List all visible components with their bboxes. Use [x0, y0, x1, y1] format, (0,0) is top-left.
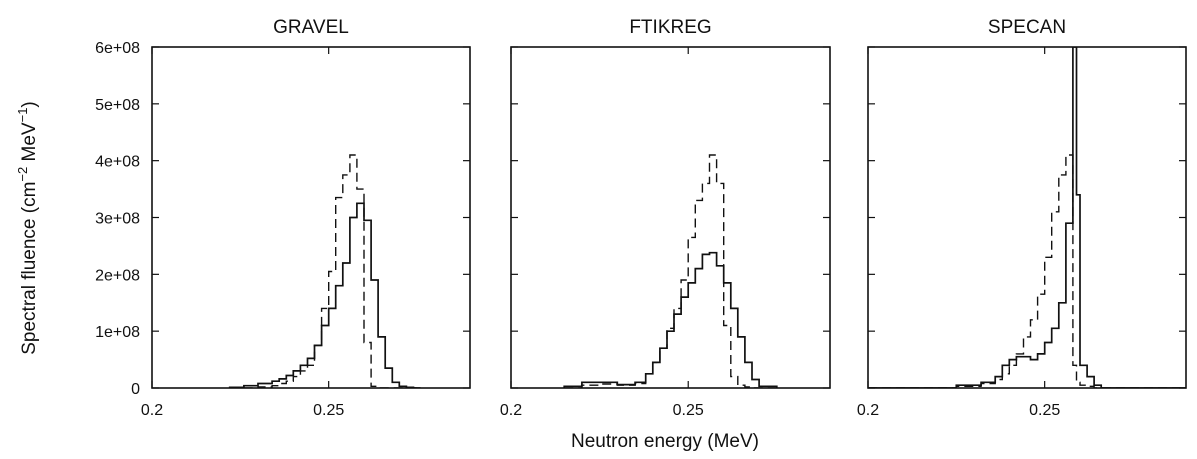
y-axis-label: Spectral fluence (cm−2 MeV−1): [15, 101, 40, 355]
x-tick-label: 0.25: [313, 402, 344, 419]
y-axis-label-part: Spectral fluence (cm: [19, 182, 40, 355]
y-tick-label: 5e+08: [95, 97, 140, 114]
panel-gravel: GRAVEL 0.2 0.25 0 1e+08 2e+08 3e+08 4e+08 5e+08 6…: [95, 17, 471, 419]
histogram-dashed: [868, 154, 1186, 388]
histogram-solid: [563, 251, 778, 388]
x-tick-label: 0.25: [1029, 402, 1060, 419]
panel-title: GRAVEL: [273, 17, 349, 38]
panels: GRAVEL 0.2 0.25 0 1e+08 2e+08 3e+08 4e+08 5e+08 6…: [95, 17, 1187, 419]
panel-title: FTIKREG: [629, 17, 711, 38]
y-tick-label: 4e+08: [95, 154, 140, 171]
y-tick-label: 0: [131, 381, 140, 398]
y-tick-label: 1e+08: [95, 324, 140, 341]
plot-frame: [510, 46, 831, 389]
x-tick-label: 0.2: [500, 402, 522, 419]
y-tick-label: 6e+08: [95, 40, 140, 57]
y-axis-label-part: ): [19, 101, 40, 107]
y-axis-label-exponent: −2: [15, 167, 30, 182]
x-tick-label: 0.2: [857, 402, 879, 419]
y-axis-label-part: MeV: [19, 122, 40, 167]
x-tick-label: 0.2: [141, 402, 163, 419]
y-tick-label: 2e+08: [95, 267, 140, 284]
panel-title: SPECAN: [988, 17, 1066, 38]
y-axis-label-exponent: −1: [15, 108, 30, 123]
panel-ftikreg: FTIKREG 0.2 0.25: [500, 17, 831, 419]
plot-frame: [151, 46, 471, 389]
histogram-solid: [868, 47, 1186, 388]
x-tick-label: 0.25: [673, 402, 704, 419]
x-axis-label: Neutron energy (MeV): [571, 431, 759, 452]
histogram-dashed: [564, 154, 777, 388]
panel-specan: SPECAN 0.2 0.25: [857, 17, 1187, 419]
y-tick-label: 3e+08: [95, 211, 140, 228]
histogram-dashed: [229, 154, 421, 388]
histogram-solid: [228, 202, 421, 388]
